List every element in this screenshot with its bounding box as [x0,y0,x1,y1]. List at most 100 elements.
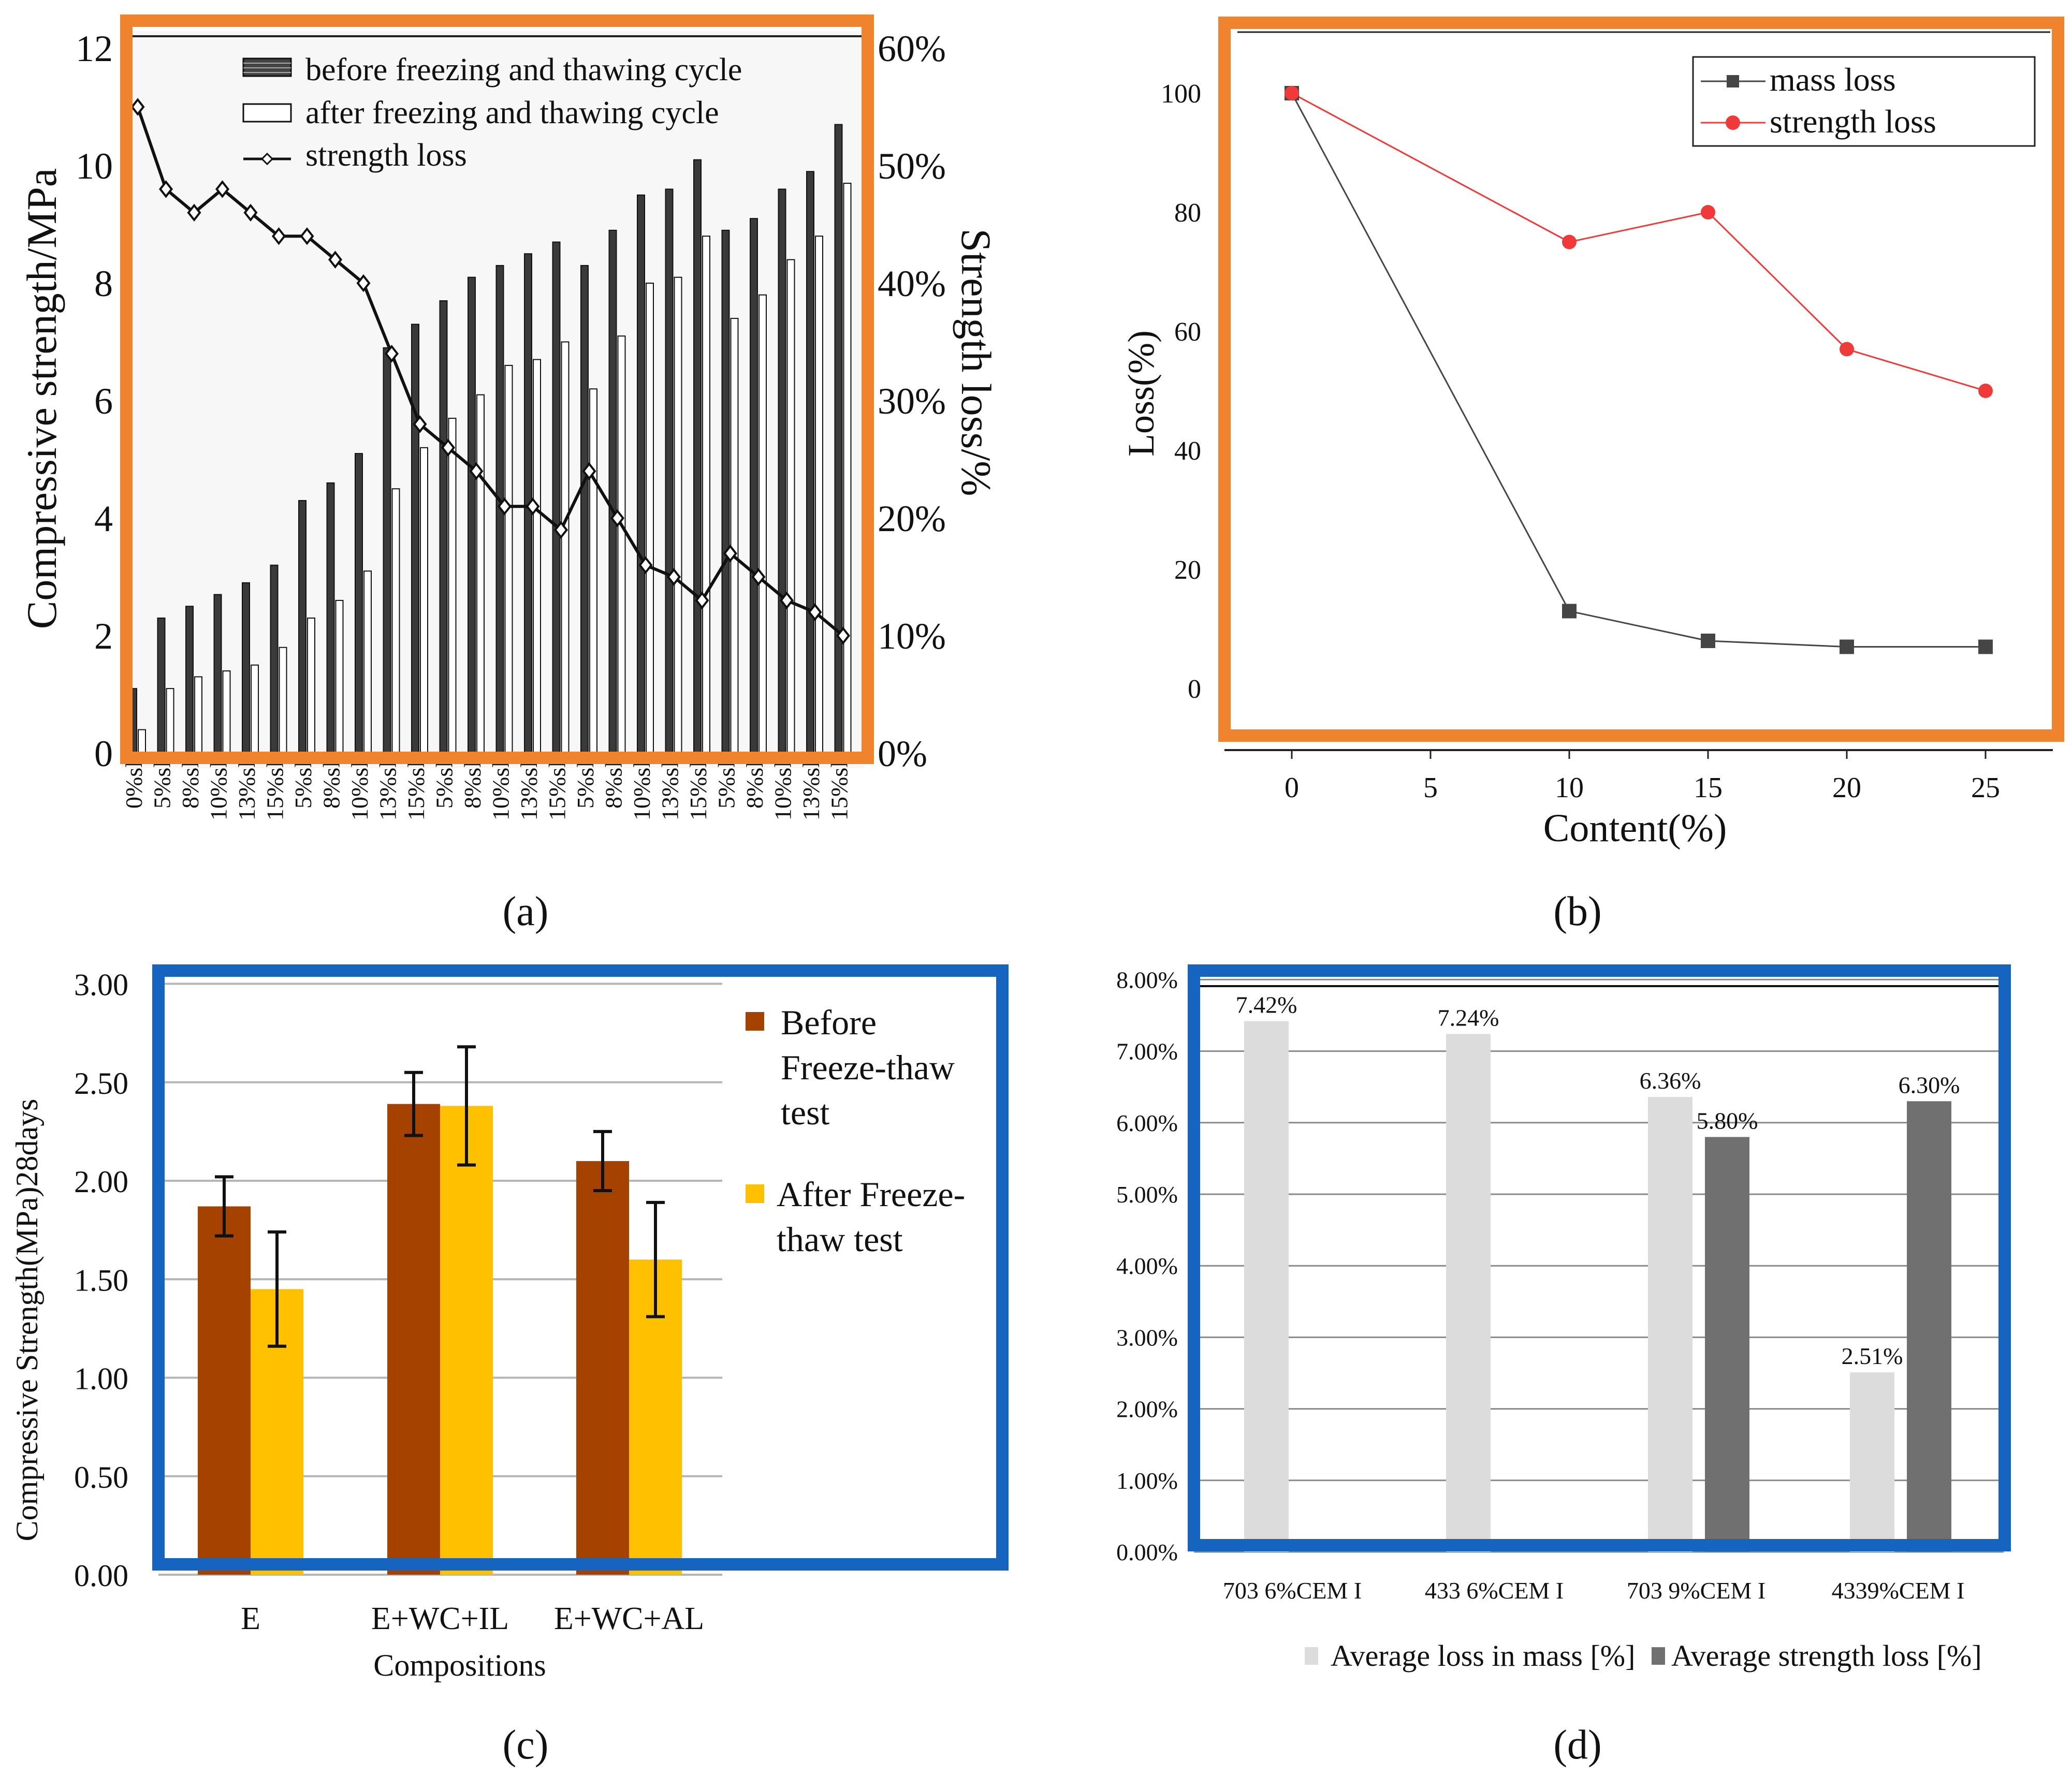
a-panel-label: (a) [503,889,549,934]
b-legend-marker-strength [1726,115,1740,130]
a-strength-loss-point [723,544,738,563]
d-bar-strength-loss [1705,1137,1749,1552]
a-strength-loss-point [808,603,822,621]
d-y-tick-label: 7.00% [1116,1038,1178,1065]
a-legend-label-after: after freezing and thawing cycle [305,95,719,130]
a-bar-before [806,171,814,754]
a-x-tick-label: 8%sl [601,761,627,809]
a-bar-before [778,188,786,754]
d-y-tick-label: 3.00% [1116,1324,1178,1351]
b-legend-label-strength: strength loss [1770,103,1936,140]
a-y-tick-label: 0 [94,733,113,774]
c-x-axis-title: Compositions [373,1648,546,1682]
a-bar-before [552,241,561,754]
b-x-tick-label: 5 [1423,772,1438,804]
b-mass-loss-point [1978,639,1993,654]
a-highlight-frame [120,14,874,764]
a-bar-after [533,359,541,754]
a-bar-after [702,236,710,754]
b-strength-loss-point [1562,234,1577,250]
b-y-tick-label: 60 [1174,317,1201,347]
d-y-tick-label: 5.00% [1116,1181,1178,1208]
a-y-tick-label: 6 [94,380,113,422]
d-legend-swatch-mass [1305,1647,1318,1665]
a-bar-before [637,194,645,754]
b-strength-loss-point [1701,205,1715,219]
c-bar-before [576,1161,629,1575]
a-bar-before [439,300,448,754]
d-bar-mass-loss [1850,1372,1894,1552]
a-x-tick-label: 5%sl [290,761,316,809]
d-highlight-frame [1188,964,2011,1551]
a-bar-before [298,500,307,754]
a-bar-before [750,218,758,754]
c-y-tick-label: 2.50 [74,1066,128,1101]
a-strength-loss-point [666,568,681,586]
a-bar-after [504,364,513,754]
d-x-tick-label: 703 9%CEM I [1627,1577,1765,1604]
a-bar-after [194,676,202,754]
a-strength-loss-point [836,626,851,645]
c-bar-before [387,1104,440,1575]
a-bar-before [157,617,166,754]
a-bar-before [411,324,419,754]
a-x-tick-label: 10%sl [770,761,796,820]
c-legend-before-line2: Freeze-thaw [781,1048,955,1087]
d-panel-label: (d) [1553,1722,1601,1768]
a-y2-tick-label: 40% [878,263,946,304]
a-bar-after [617,335,626,754]
b-legend-label-mass: mass loss [1770,61,1896,98]
b-x-tick-label: 25 [1971,772,2000,804]
d-data-label: 6.36% [1640,1067,1701,1094]
panel-b-chart: 0 5 10 15 20 25 0 20 40 60 80 100 Content(%) Loss(%… [1120,17,2064,934]
a-y-tick-label: 10 [76,145,113,187]
d-data-label: 7.24% [1438,1004,1499,1031]
a-bar-before [721,229,730,754]
c-y-tick-label: 3.00 [74,968,128,1002]
a-bar-before [355,453,363,754]
a-y2-axis-title: Strength loss/% [953,228,1000,496]
a-x-tick-label: 15%sl [544,761,571,820]
d-y-tick-label: 0.00% [1116,1539,1178,1565]
a-bar-after [786,259,795,754]
c-x-tick-label: E+WC+IL [371,1601,509,1636]
a-bar-after [335,599,344,754]
a-x-tick-label: 15%sl [262,761,288,820]
a-bar-after [166,688,174,754]
c-x-tick-label: E+WC+AL [554,1601,704,1636]
c-y-tick-label: 0.50 [74,1460,128,1494]
a-x-tick-label: 13%sl [516,761,542,820]
a-x-tick-label: 15%sl [685,761,711,820]
d-data-label: 7.42% [1236,992,1297,1018]
a-legend-swatch-after [242,103,292,123]
c-bar-before [198,1206,251,1575]
a-bar-after [307,617,315,754]
a-strength-loss-point [300,227,314,245]
d-y-tick-label: 8.00% [1116,966,1178,993]
a-strength-loss-point [779,591,794,610]
b-highlight-frame [1218,17,2064,742]
c-legend: Before Freeze-thaw test After Freeze- th… [746,1003,965,1259]
c-y-tick-label: 1.00 [74,1362,128,1396]
d-data-label: 5.80% [1697,1107,1758,1134]
a-bar-before [242,582,250,754]
a-bar-after [138,729,146,754]
b-strength-loss-point [1978,384,1993,398]
a-legend: before freezing and thawing cycle after … [242,52,742,173]
a-x-tick-label: 8%sl [459,761,486,809]
b-x-tick-label: 10 [1555,772,1584,804]
panel-c-chart: 0.00 0.50 1.00 1.50 2.00 2.50 3.00 E E+WC+IL E+W… [10,964,1009,1768]
a-bar-before [608,229,617,754]
b-y-axis-title: Loss(%) [1120,330,1162,457]
a-strength-loss-point [751,568,766,586]
a-bar-after [448,418,457,754]
b-mass-loss-point [1562,604,1577,619]
b-x-tick-label: 20 [1832,772,1861,804]
d-bar-strength-loss [1907,1101,1951,1552]
a-strength-loss-point [469,462,484,480]
a-bar-before [326,482,335,754]
a-x-tick-label: 0%sl [121,761,147,809]
c-y-tick-label: 1.50 [74,1263,128,1297]
a-x-tick-label: 13%sl [234,761,260,820]
